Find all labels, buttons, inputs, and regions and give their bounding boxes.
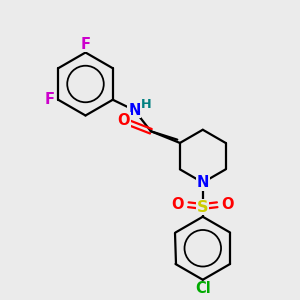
Text: N: N [128, 103, 141, 118]
Text: S: S [197, 200, 208, 215]
Text: Cl: Cl [195, 281, 211, 296]
Text: H: H [140, 98, 151, 111]
Text: F: F [45, 92, 55, 107]
Text: F: F [80, 37, 91, 52]
Text: O: O [118, 113, 130, 128]
Text: O: O [222, 197, 234, 212]
Text: O: O [171, 197, 184, 212]
Text: N: N [196, 175, 209, 190]
